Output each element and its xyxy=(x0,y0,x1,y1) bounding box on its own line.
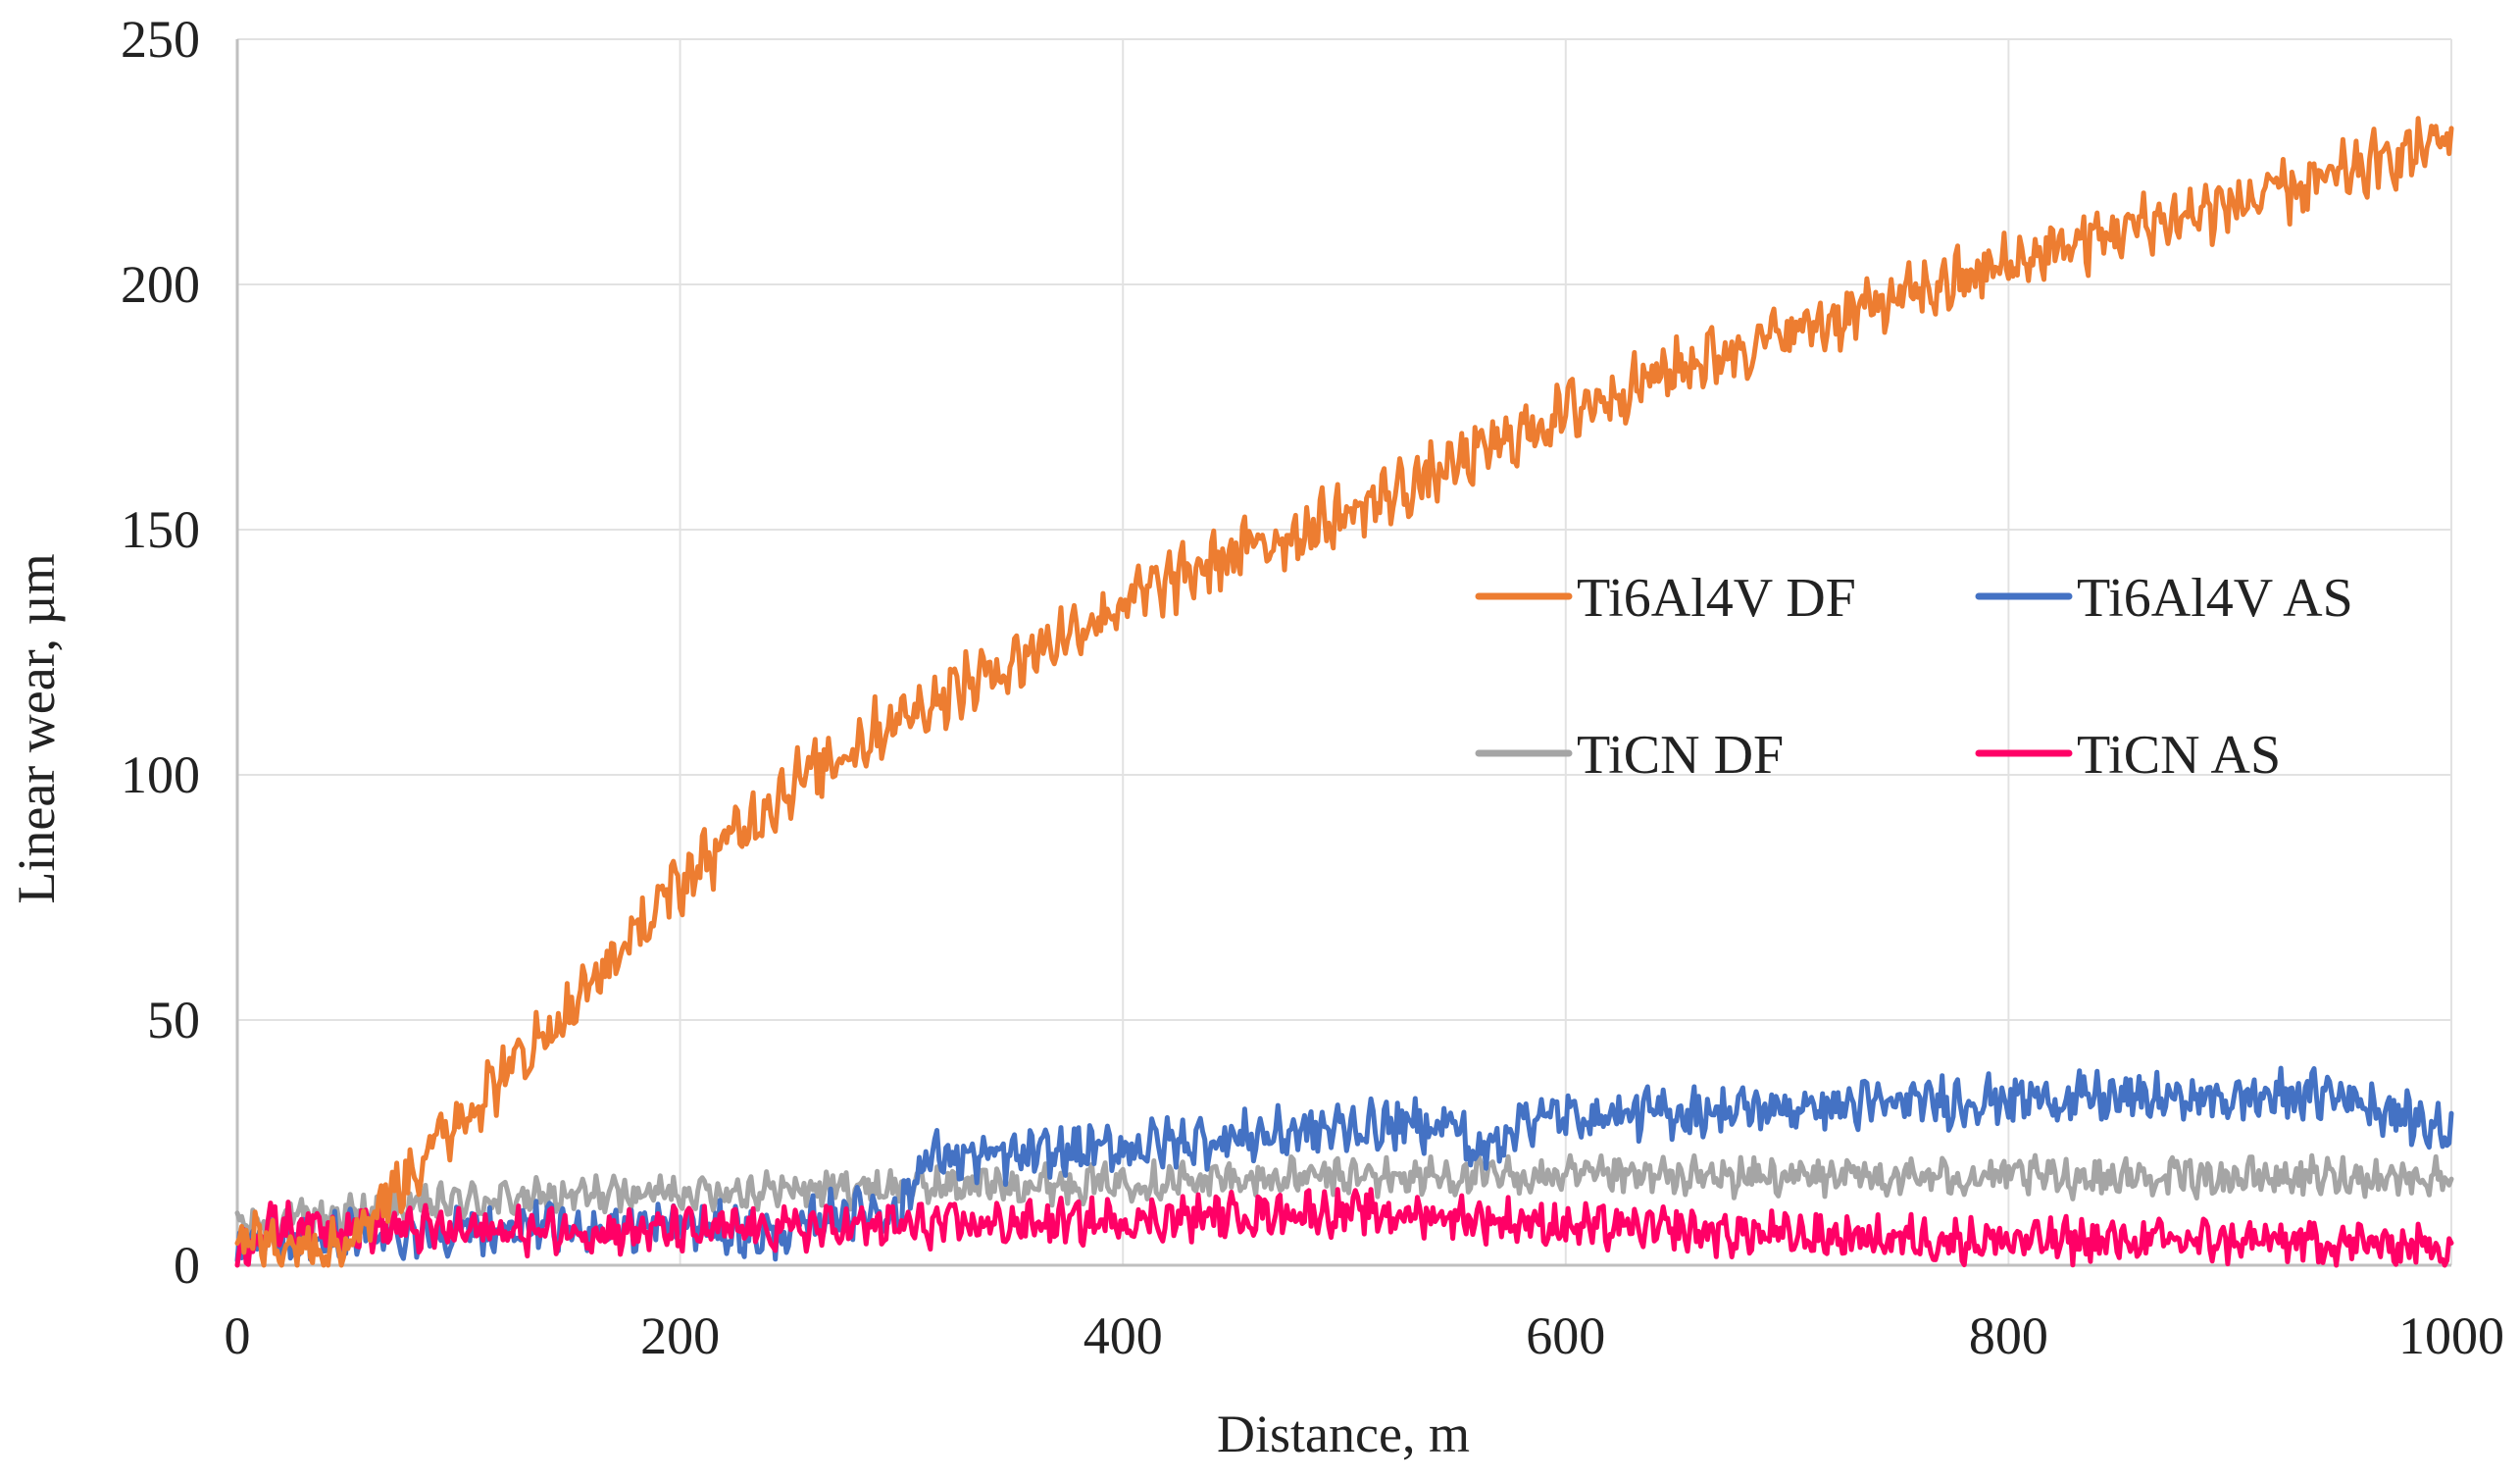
series-line-ti6al4v-df xyxy=(234,116,2454,1268)
x-tick-label: 800 xyxy=(1969,1306,2048,1365)
y-tick-label: 50 xyxy=(147,991,200,1049)
y-tick-label: 200 xyxy=(121,255,200,314)
legend: Ti6Al4V DF Ti6Al4V AS TiCN DF TiCN AS xyxy=(1475,568,2353,786)
tick-labels: 0 50 100 150 200 250 0 200 400 600 800 1000 xyxy=(121,10,2504,1365)
legend-label: TiCN DF xyxy=(1577,725,1784,786)
series-line-ticn-as xyxy=(234,1187,2454,1268)
legend-item: Ti6Al4V DF xyxy=(1475,568,1856,629)
x-axis-title: Distance, m xyxy=(1217,1405,1470,1463)
series-layer xyxy=(234,116,2454,1268)
legend-item: TiCN AS xyxy=(1975,725,2281,786)
y-tick-label: 0 xyxy=(174,1236,200,1295)
axes xyxy=(235,39,2451,1267)
x-tick-label: 600 xyxy=(1526,1306,1605,1365)
legend-label: Ti6Al4V DF xyxy=(1577,568,1856,629)
series-line-ticn-df xyxy=(234,1152,2454,1243)
legend-label: TiCN AS xyxy=(2077,725,2281,786)
y-tick-label: 250 xyxy=(121,10,200,69)
legend-item: Ti6Al4V AS xyxy=(1975,568,2353,629)
grid xyxy=(237,38,2452,1265)
x-tick-label: 200 xyxy=(640,1306,720,1365)
x-tick-label: 1000 xyxy=(2398,1306,2504,1365)
legend-item: TiCN DF xyxy=(1475,725,1784,786)
x-tick-label: 0 xyxy=(225,1306,251,1365)
y-tick-label: 150 xyxy=(121,500,200,559)
legend-label: Ti6Al4V AS xyxy=(2077,568,2353,629)
y-axis-title: Linear wear, µm xyxy=(7,553,66,903)
x-tick-label: 400 xyxy=(1084,1306,1163,1365)
y-tick-label: 100 xyxy=(121,745,200,804)
